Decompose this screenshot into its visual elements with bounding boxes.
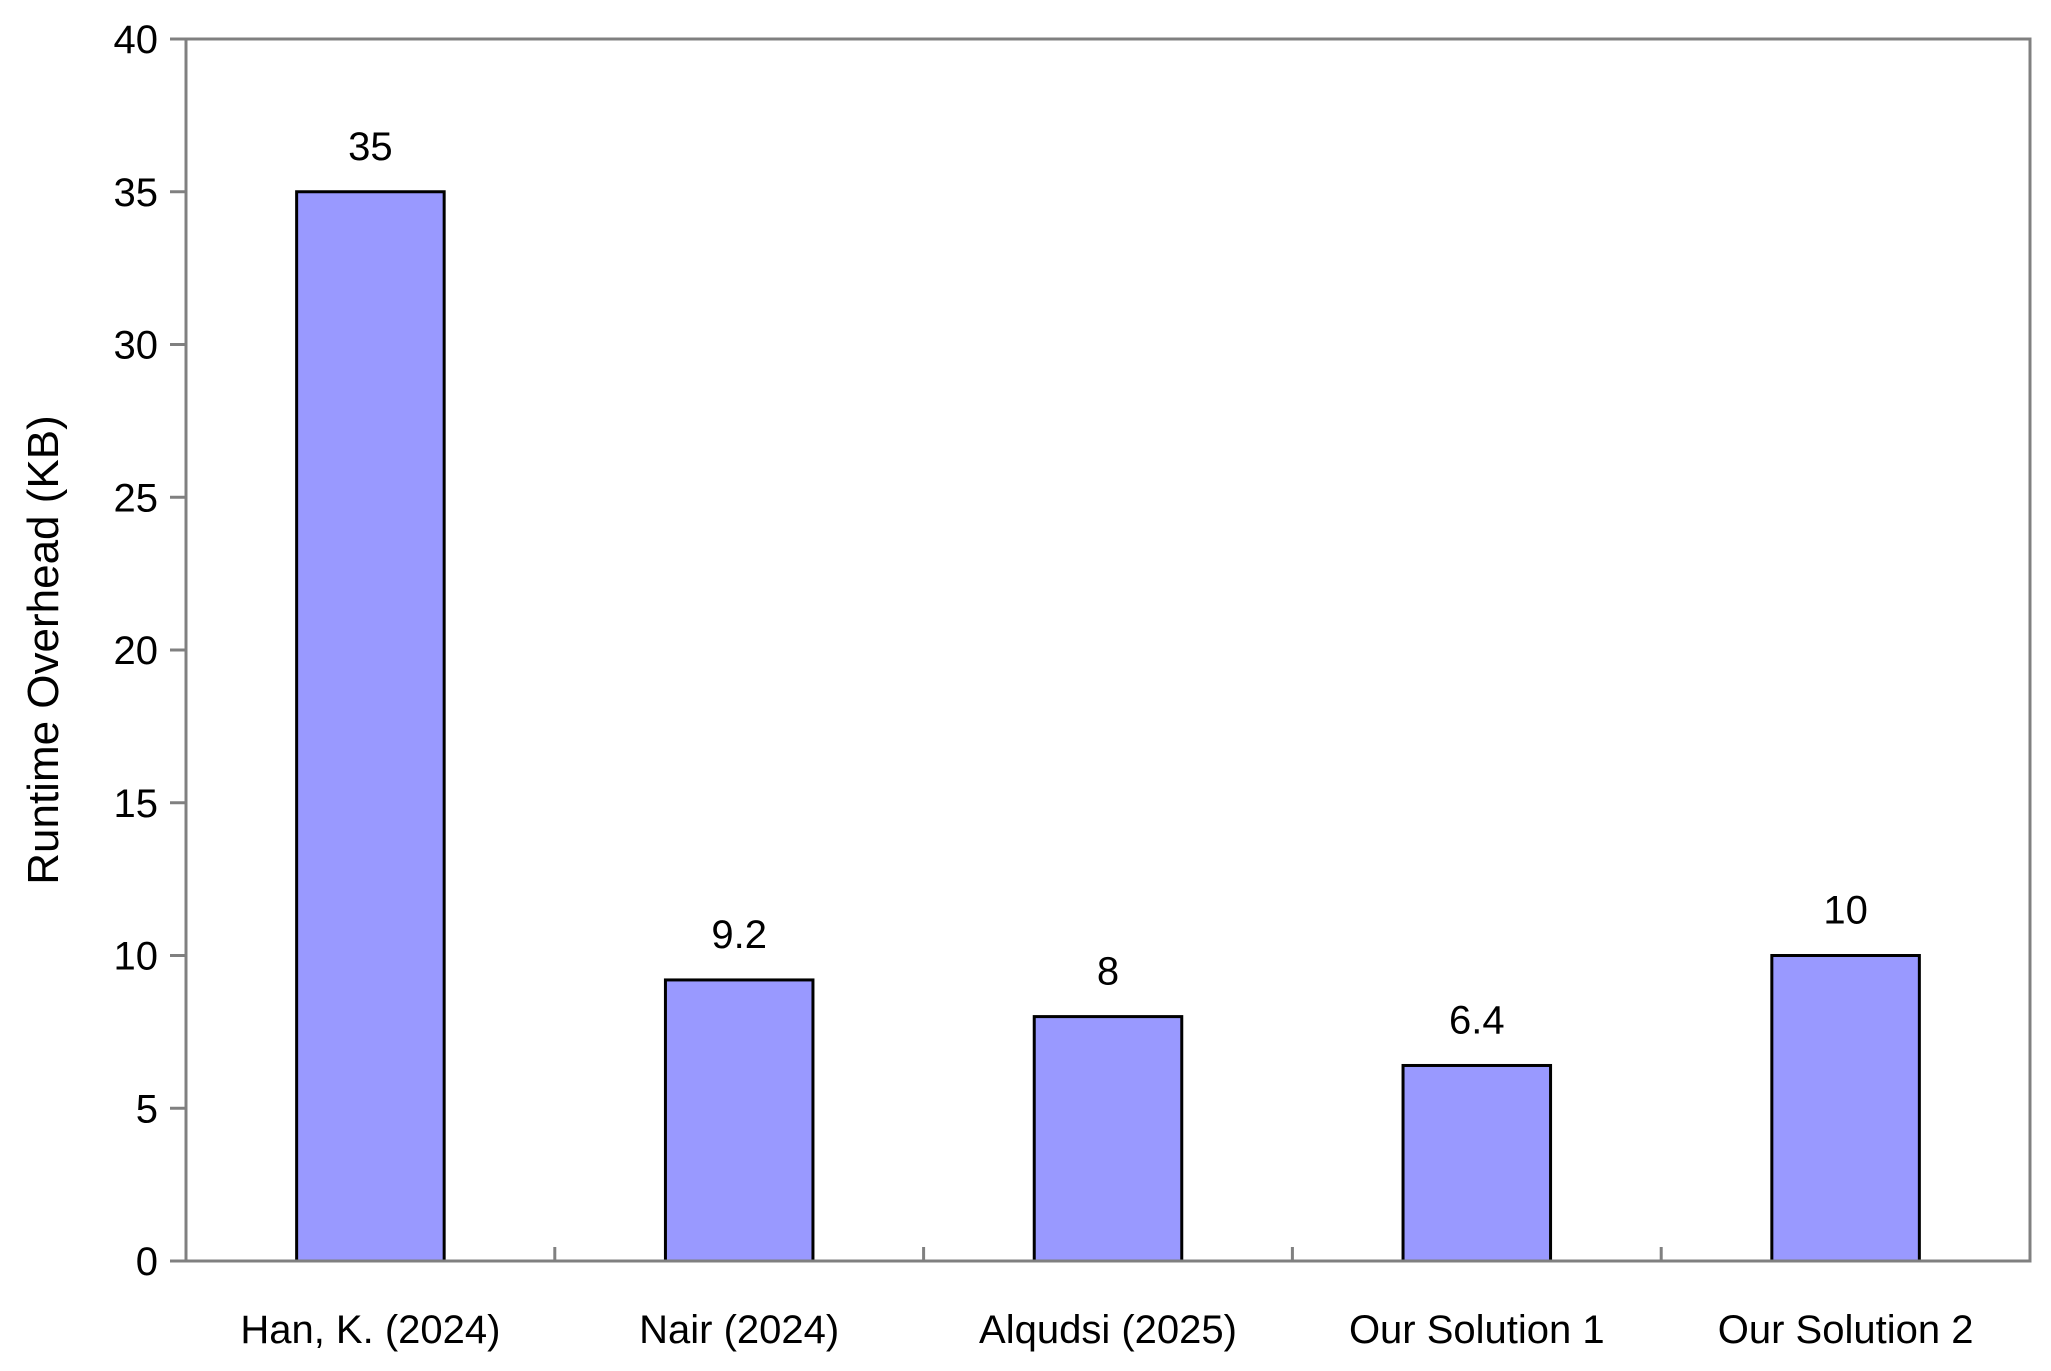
data-labels-group: 35 9.2 8 6.4 10 — [348, 125, 1868, 1043]
bar-data-label: 6.4 — [1449, 998, 1505, 1042]
y-tick-label: 25 — [114, 476, 159, 520]
y-axis-tick-labels: 0 5 10 15 20 25 30 35 40 — [114, 18, 159, 1284]
bar — [663, 978, 815, 1263]
x-category-label: Nair (2024) — [639, 1308, 839, 1352]
y-tick-label: 20 — [114, 629, 159, 673]
bar-data-label: 10 — [1823, 889, 1868, 933]
bar-data-label: 9.2 — [711, 913, 767, 957]
y-tick-label: 35 — [114, 171, 159, 215]
y-tick-label: 5 — [136, 1087, 158, 1131]
bar — [1401, 1063, 1553, 1263]
y-axis-title: Runtime Overhead (KB) — [19, 415, 68, 885]
y-axis-ticks — [170, 37, 186, 1263]
x-category-label: Han, K. (2024) — [240, 1308, 500, 1352]
y-tick-label: 15 — [114, 782, 159, 826]
x-axis-ticks — [553, 1247, 1663, 1261]
bar-data-label: 35 — [348, 125, 393, 169]
y-tick-label: 30 — [114, 324, 159, 368]
bar — [295, 190, 446, 1263]
bar — [1770, 954, 1921, 1263]
x-axis-category-labels: Han, K. (2024) Nair (2024) Alqudsi (2025) O… — [240, 1308, 1973, 1352]
y-tick-label: 0 — [136, 1240, 158, 1284]
x-category-label: Our Solution 2 — [1718, 1308, 1974, 1352]
y-tick-label: 10 — [114, 935, 159, 979]
x-category-label: Alqudsi (2025) — [979, 1308, 1237, 1352]
y-tick-label: 40 — [114, 18, 159, 62]
bars-group — [295, 190, 1921, 1263]
bar — [1032, 1015, 1184, 1263]
bar-data-label: 8 — [1097, 950, 1119, 994]
x-category-label: Our Solution 1 — [1349, 1308, 1605, 1352]
